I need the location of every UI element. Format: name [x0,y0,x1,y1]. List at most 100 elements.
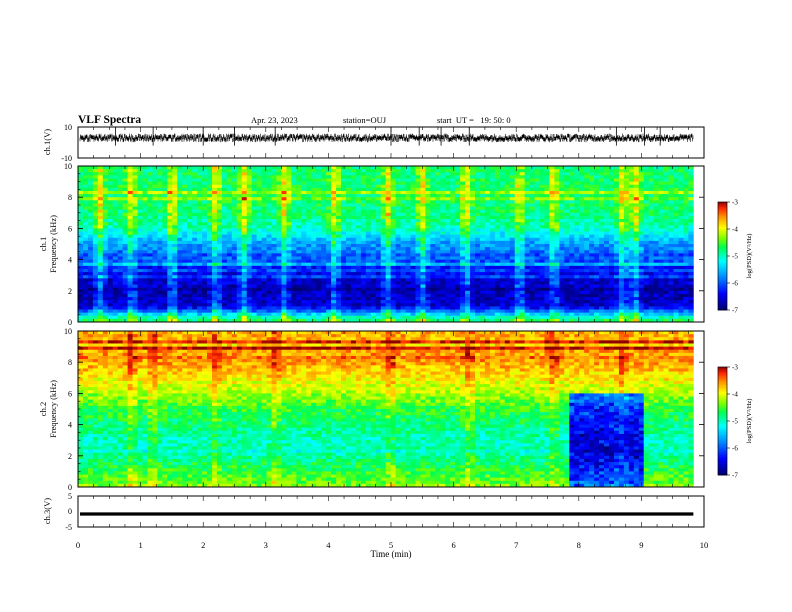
spectrogram-cell [484,265,491,270]
spectrogram-cell [316,272,322,276]
spectrogram-cell [162,169,168,173]
spectrogram-cell [564,197,570,201]
spectrogram-cell [355,300,362,304]
spectrogram-cell [296,303,302,307]
spectrogram-cell [127,169,133,173]
spectrogram-cell [167,169,173,173]
spectrogram-cell [380,212,387,217]
spectrogram-cell [524,228,530,232]
spectrogram-cell [281,215,287,220]
spectrogram-cell [192,225,198,229]
spectrogram-cell [435,206,441,211]
spectrogram-cell [261,231,267,235]
spectrogram-cell [231,237,238,242]
spectrogram-cell [112,290,119,295]
spectrogram-cell [311,250,317,254]
spectrogram-cell [484,169,491,173]
spectrogram-cell [494,222,501,226]
spectrogram-cell [152,303,158,307]
spectrogram-cell [211,247,218,251]
spectrogram-cell [122,253,128,257]
spectrogram-cell [177,284,183,289]
spectrogram-cell [350,237,357,242]
spectrogram-cell [291,222,297,226]
spectrogram-cell [509,169,516,173]
spectrogram-cell [484,253,491,257]
spectrogram-cell [321,287,327,292]
spectrogram-cell [341,303,347,307]
spectrogram-cell [241,253,248,257]
spectrogram-cell [435,175,441,179]
spectrogram-cell [405,315,411,320]
spectrogram-cell [509,244,516,248]
spectrogram-cell [395,306,401,310]
spectrogram-cell [87,212,94,217]
spectrogram-cell [529,272,535,276]
spectrogram-cell [345,287,352,292]
spectrogram-cell [177,194,183,198]
spectrogram-cell [504,290,511,295]
spectrogram-cell [460,290,466,295]
spectrogram-cell [470,247,476,251]
spectrogram-cell [296,287,302,292]
spectrogram-cell [559,178,565,182]
spectrogram-cell [271,190,277,195]
spectrogram-cell [534,306,540,310]
spectrogram-cell [564,278,570,282]
spectrogram-cell [470,278,476,282]
spectrogram-cell [147,172,153,176]
spectrogram-cell [524,212,530,217]
spectrogram-cell [152,281,158,285]
spectrogram-cell [405,262,411,267]
spectrogram-cell [524,247,530,251]
spectrogram-cell [78,287,84,292]
spectrogram-cell [226,237,233,242]
spectrogram-cell [504,272,511,276]
spectrogram-cell [321,228,327,232]
spectrogram-cell [479,268,486,273]
spectrogram-cell [207,190,213,195]
spectrogram-cell [311,234,317,239]
spectrogram-cell [112,228,119,232]
spectrogram-cell [187,265,193,270]
spectrogram-cell [504,275,511,279]
spectrogram-cell [107,181,114,186]
spectrogram-cell [450,187,456,192]
spectrogram-cell [291,253,297,257]
spectrogram-cell [152,315,158,320]
spectrogram-cell [78,303,84,307]
spectrogram-cell [261,237,267,242]
spectrogram-cell [256,240,262,245]
spectrogram-cell [226,212,233,217]
spectrogram-cell [390,287,396,292]
spectrogram-cell [306,197,312,201]
spectrogram-cell [107,278,114,282]
spectrogram-cell [112,222,119,226]
spectrogram-cell [375,278,382,282]
spectrogram-cell [122,184,128,189]
spectrogram-cell [415,272,421,276]
spectrogram-cell [420,194,426,198]
spectrogram-cell [350,262,357,267]
spectrogram-cell [157,315,163,320]
spectrogram-cell [226,231,233,235]
spectrogram-cell [271,175,277,179]
spectrogram-cell [534,234,540,239]
spectrogram-cell [241,309,248,313]
spectrogram-cell [336,194,342,198]
spectrogram-cell [440,247,446,251]
spectrogram-cell [231,212,238,217]
spectrogram-cell [296,190,302,195]
spectrogram-cell [82,184,89,189]
spectrogram-cell [519,209,525,214]
spectrogram-cell [182,212,188,217]
spectrogram-cell [127,181,133,186]
spectrogram-cell [152,253,158,257]
spectrogram-cell [92,306,99,310]
spectrogram-cell [306,172,312,176]
spectrogram-cell [430,300,436,304]
spectrogram-cell [301,203,307,207]
spectrogram-cell [430,303,436,307]
spectrogram-cell [460,293,466,298]
spectrogram-cell [355,184,362,189]
